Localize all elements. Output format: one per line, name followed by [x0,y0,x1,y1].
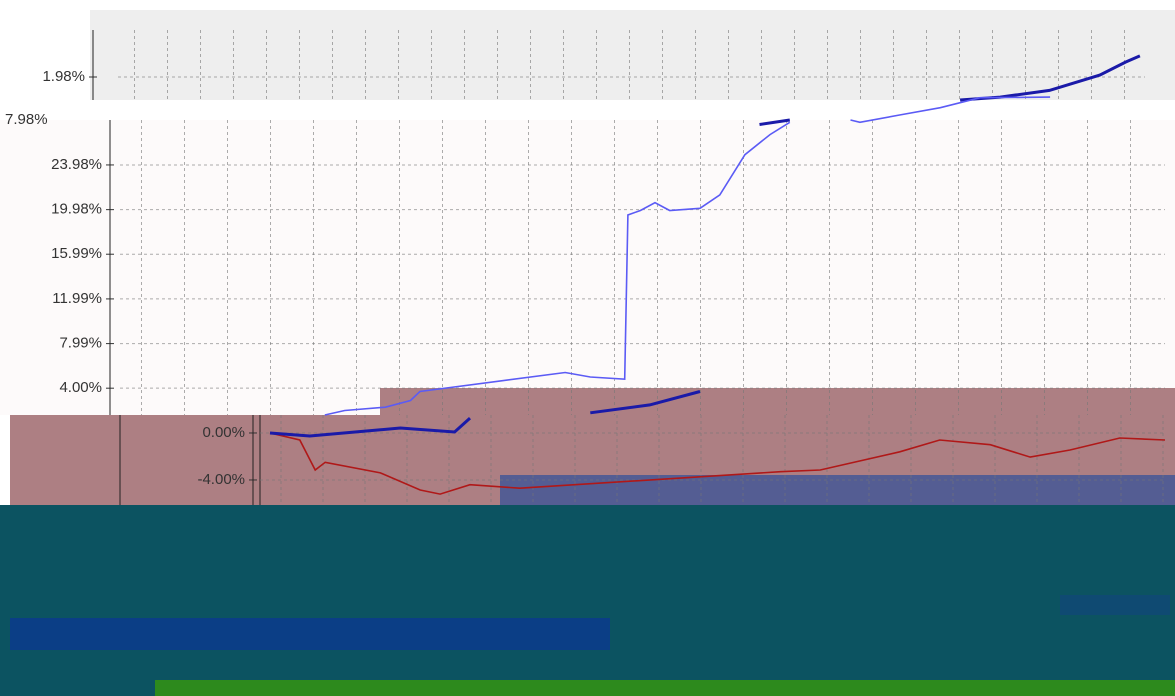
y-tick-label: 4.00% [59,379,102,396]
screen: 1.98% 7.98% 4.00% 7.99% 11.99% 15.99% 19.98% 23… [0,0,1175,696]
y-tick-label: -4.00% [197,471,245,488]
dark-patch [1060,595,1170,615]
y-tick-label: 15.99% [51,245,102,262]
bottom-area [0,505,1175,696]
axis-label-fragment: 7.98% [5,111,48,128]
lower-panel-top [380,388,1175,418]
y-tick-label: 11.99% [52,290,102,307]
y-tick-label: 1.98% [42,68,85,85]
y-tick-label: 0.00% [202,424,245,441]
dark-band [10,618,610,650]
y-tick-label: 7.99% [59,335,102,352]
main-panel [0,120,1175,415]
y-tick-label: 19.98% [51,201,102,218]
top-panel [90,10,1175,100]
y-tick-label: 23.98% [51,156,102,173]
green-bar [155,680,1175,696]
